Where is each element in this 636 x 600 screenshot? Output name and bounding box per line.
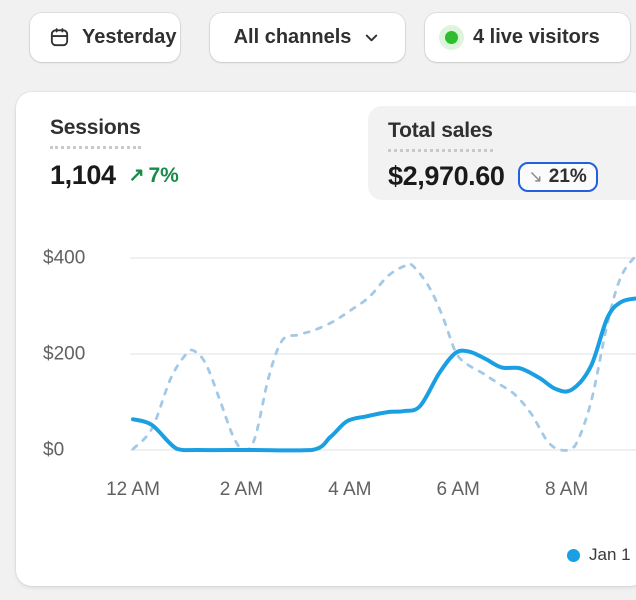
metric-total-sales-change-value: 21%: [548, 165, 587, 187]
metric-total-sales-title: Total sales: [388, 119, 493, 152]
date-range-label: Yesterday: [82, 26, 177, 48]
metric-total-sales-value: $2,970.60: [388, 161, 505, 191]
y-axis-tick-label: $0: [43, 440, 64, 461]
series-line-dashed: [131, 253, 636, 452]
trend-up-icon: ↗: [128, 165, 145, 186]
live-dot-icon: [445, 31, 458, 44]
live-visitors-button[interactable]: 4 live visitors: [425, 13, 630, 62]
sales-line-chart: $0 $200 $400 12 AM 2 AM 4 AM 6 AM 8 AM: [43, 248, 636, 500]
analytics-card: Sessions 1,104 ↗ 7% Total sales $2,970.6…: [16, 92, 636, 586]
trend-down-icon: ↘: [528, 166, 543, 186]
live-visitors-label: 4 live visitors: [473, 26, 600, 48]
chart-legend: Jan 1: [567, 545, 631, 565]
chevron-down-icon: [362, 28, 381, 47]
channels-label: All channels: [233, 26, 352, 48]
legend-label: Jan 1: [589, 545, 631, 564]
metric-sessions-change: ↗ 7%: [129, 164, 179, 188]
calendar-icon: [48, 26, 71, 49]
channels-dropdown[interactable]: All channels: [210, 13, 405, 62]
x-axis-tick-label: 8 AM: [545, 479, 588, 500]
metric-sessions-value: 1,104: [50, 160, 116, 190]
x-axis-tick-label: 2 AM: [220, 479, 263, 500]
metric-sessions[interactable]: Sessions 1,104 ↗ 7%: [50, 116, 179, 191]
y-axis-tick-label: $200: [43, 344, 85, 365]
x-axis-tick-label: 12 AM: [106, 479, 160, 500]
x-axis-tick-label: 6 AM: [437, 479, 480, 500]
metric-sessions-change-value: 7%: [148, 163, 179, 187]
metric-total-sales[interactable]: Total sales $2,970.60 ↘ 21%: [368, 106, 636, 200]
series-line-solid: [131, 296, 636, 453]
legend-dot: [567, 548, 580, 562]
x-axis-tick-label: 4 AM: [328, 479, 371, 500]
metric-sessions-title: Sessions: [50, 116, 141, 149]
change-badge: ↘ 21%: [517, 161, 598, 192]
date-range-button[interactable]: Yesterday: [30, 13, 180, 62]
y-axis-tick-label: $400: [43, 248, 85, 269]
